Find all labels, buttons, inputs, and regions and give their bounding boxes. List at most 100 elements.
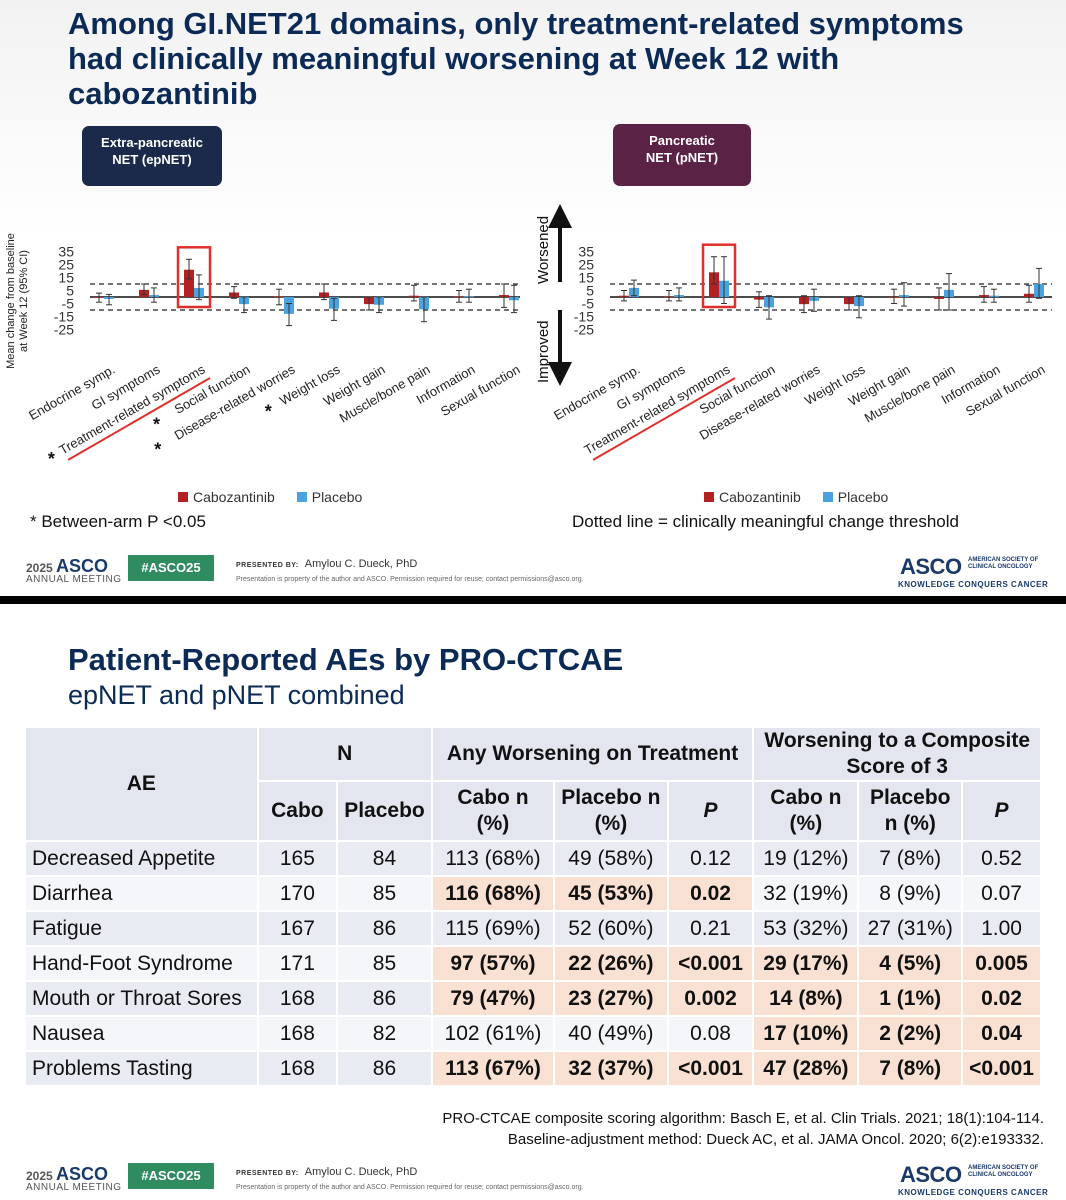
any-p-cell: 0.21: [666, 910, 755, 947]
references: PRO-CTCAE composite scoring algorithm: B…: [442, 1108, 1044, 1150]
epnet-tag-line2: NET (epNET): [112, 152, 192, 167]
table-row: Hand-Foot Syndrome 171 85 97 (57%) 22 (26%) <…: [24, 945, 1042, 982]
significance-asterisk: *: [265, 402, 272, 422]
highlight-underline: [592, 377, 736, 461]
any-placebo-cell: 22 (26%): [553, 945, 669, 982]
footer-presenter-name: Amylou C. Dueck, PhD: [304, 1166, 418, 1178]
slide-gi-net21: Among GI.NET21 domains, only treatment-r…: [0, 0, 1066, 596]
y-tick-label: -5: [582, 296, 595, 312]
n-cabo-cell: 167: [256, 910, 339, 947]
legend-placebo-swatch: [296, 492, 307, 502]
legend-left: Cabozantinib Placebo: [178, 489, 362, 505]
slide-subtitle: epNET and pNET combined: [68, 680, 405, 710]
comp-p-cell: 0.02: [961, 980, 1042, 1017]
table-row: Mouth or Throat Sores 168 86 79 (47%) 23 (27…: [24, 980, 1042, 1017]
n-cabo-cell: 170: [256, 875, 339, 912]
footer-hashtag: #ASCO25: [128, 555, 214, 581]
slide-footer: 2025 ASCO ANNUAL MEETING #ASCO25 PRESENT…: [0, 552, 1066, 592]
x-tick-label: Sexual function: [963, 362, 1047, 419]
slide-divider: [0, 596, 1066, 604]
any-placebo-cell: 49 (58%): [553, 840, 669, 877]
comp-cabo-cell: 32 (19%): [752, 875, 860, 912]
footer-presenter: PRESENTED BY: Amylou C. Dueck, PhD: [236, 1166, 423, 1178]
y-tick-label: 35: [578, 244, 594, 260]
comp-cabo-cell: 17 (10%): [752, 1015, 860, 1052]
pnet-chart-tag: Pancreatic NET (pNET): [613, 124, 751, 186]
comp-placebo-cell: 4 (5%): [857, 945, 964, 982]
legend-cabo-swatch: [704, 492, 714, 502]
comp-cabo-cell: 47 (28%): [752, 1050, 860, 1087]
any-p-cell: <0.001: [666, 945, 755, 982]
highlight-box: [176, 246, 212, 309]
any-cabo-cell: 115 (69%): [430, 910, 556, 947]
legend-cabo-label: Cabozantinib: [193, 489, 275, 505]
ae-name: Hand-Foot Syndrome: [24, 945, 259, 982]
comp-placebo-cell: 1 (1%): [857, 980, 964, 1017]
direction-indicator: Worsened Improved: [535, 204, 572, 386]
n-placebo-cell: 86: [336, 980, 433, 1017]
header-ae: AE: [24, 726, 259, 842]
header-n-cabo: Cabo: [256, 780, 339, 842]
slide-footer: 2025 ASCO ANNUAL MEETING #ASCO25 PRESENT…: [0, 1160, 1066, 1200]
table-row: Decreased Appetite 165 84 113 (68%) 49 (58%)…: [24, 840, 1042, 877]
significance-asterisk: *: [153, 414, 160, 434]
legend-placebo-swatch: [822, 492, 833, 502]
ae-name: Nausea: [24, 1015, 259, 1052]
comp-cabo-cell: 14 (8%): [752, 980, 860, 1017]
highlight-box: [701, 243, 737, 309]
any-p-cell: <0.001: [666, 1050, 755, 1087]
footer-year: 2025: [26, 561, 53, 575]
ae-table: AE N Any Worsening on Treatment Worsenin…: [24, 726, 1042, 1087]
any-p-cell: 0.08: [666, 1015, 755, 1052]
footer-presenter: PRESENTED BY: Amylou C. Dueck, PhD: [236, 558, 423, 570]
any-cabo-cell: 102 (61%): [430, 1015, 556, 1052]
y-tick-label: -25: [54, 322, 74, 338]
footer-presented-by: PRESENTED BY:: [236, 1170, 299, 1177]
comp-cabo-cell: 53 (32%): [752, 910, 860, 947]
n-placebo-cell: 86: [336, 910, 433, 947]
legend-placebo-label: Placebo: [311, 489, 363, 505]
table-row: Fatigue 167 86 115 (69%) 52 (60%) 0.21 53 (32%…: [24, 910, 1042, 947]
y-tick-label: 15: [578, 270, 594, 286]
pnet-tag-line1: Pancreatic: [649, 133, 715, 148]
any-cabo-cell: 97 (57%): [430, 945, 556, 982]
legend-placebo-label: Placebo: [837, 489, 889, 505]
comp-placebo-cell: 7 (8%): [857, 840, 964, 877]
comp-placebo-cell: 8 (9%): [857, 875, 964, 912]
asco-logo: ASCO: [900, 1162, 962, 1187]
any-placebo-cell: 52 (60%): [553, 910, 669, 947]
slide-title: Among GI.NET21 domains, only treatment-r…: [68, 6, 964, 111]
y-tick-label: 5: [66, 283, 74, 299]
n-placebo-cell: 82: [336, 1015, 433, 1052]
footer-asco-mark: 2025 ASCO: [26, 556, 108, 577]
y-tick-label: 5: [586, 283, 594, 299]
table-row: Problems Tasting 168 86 113 (67%) 32 (37%) <0…: [24, 1050, 1042, 1087]
table-row: Diarrhea 170 85 116 (68%) 45 (53%) 0.02 32 (19…: [24, 875, 1042, 912]
footer-asco: ASCO: [56, 556, 109, 576]
table-row: Nausea 168 82 102 (61%) 40 (49%) 0.08 17 (10%)…: [24, 1015, 1042, 1052]
slide-pro-ctcae: Patient-Reported AEs by PRO-CTCAE epNET …: [0, 604, 1066, 1200]
footer-permission: Presentation is property of the author a…: [236, 1184, 584, 1191]
y-tick-label: 25: [58, 257, 74, 273]
footer-year: 2025: [26, 1169, 53, 1183]
footer-meeting: ANNUAL MEETING: [26, 574, 122, 585]
n-cabo-cell: 168: [256, 1050, 339, 1087]
header-comp-cabo: Cabo n (%): [752, 780, 860, 842]
footer-asco-mark: 2025 ASCO: [26, 1164, 108, 1185]
any-p-cell: 0.02: [666, 875, 755, 912]
footer-presenter-name: Amylou C. Dueck, PhD: [304, 558, 418, 570]
n-cabo-cell: 171: [256, 945, 339, 982]
n-placebo-cell: 85: [336, 945, 433, 982]
y-tick-label: 25: [578, 257, 594, 273]
any-placebo-cell: 40 (49%): [553, 1015, 669, 1052]
asco-tagline: KNOWLEDGE CONQUERS CANCER: [898, 580, 1049, 589]
any-placebo-cell: 23 (27%): [553, 980, 669, 1017]
comp-placebo-cell: 2 (2%): [857, 1015, 964, 1052]
footer-presented-by: PRESENTED BY:: [236, 562, 299, 569]
any-placebo-cell: 32 (37%): [553, 1050, 669, 1087]
asco-tagline: KNOWLEDGE CONQUERS CANCER: [898, 1188, 1049, 1197]
n-placebo-cell: 84: [336, 840, 433, 877]
